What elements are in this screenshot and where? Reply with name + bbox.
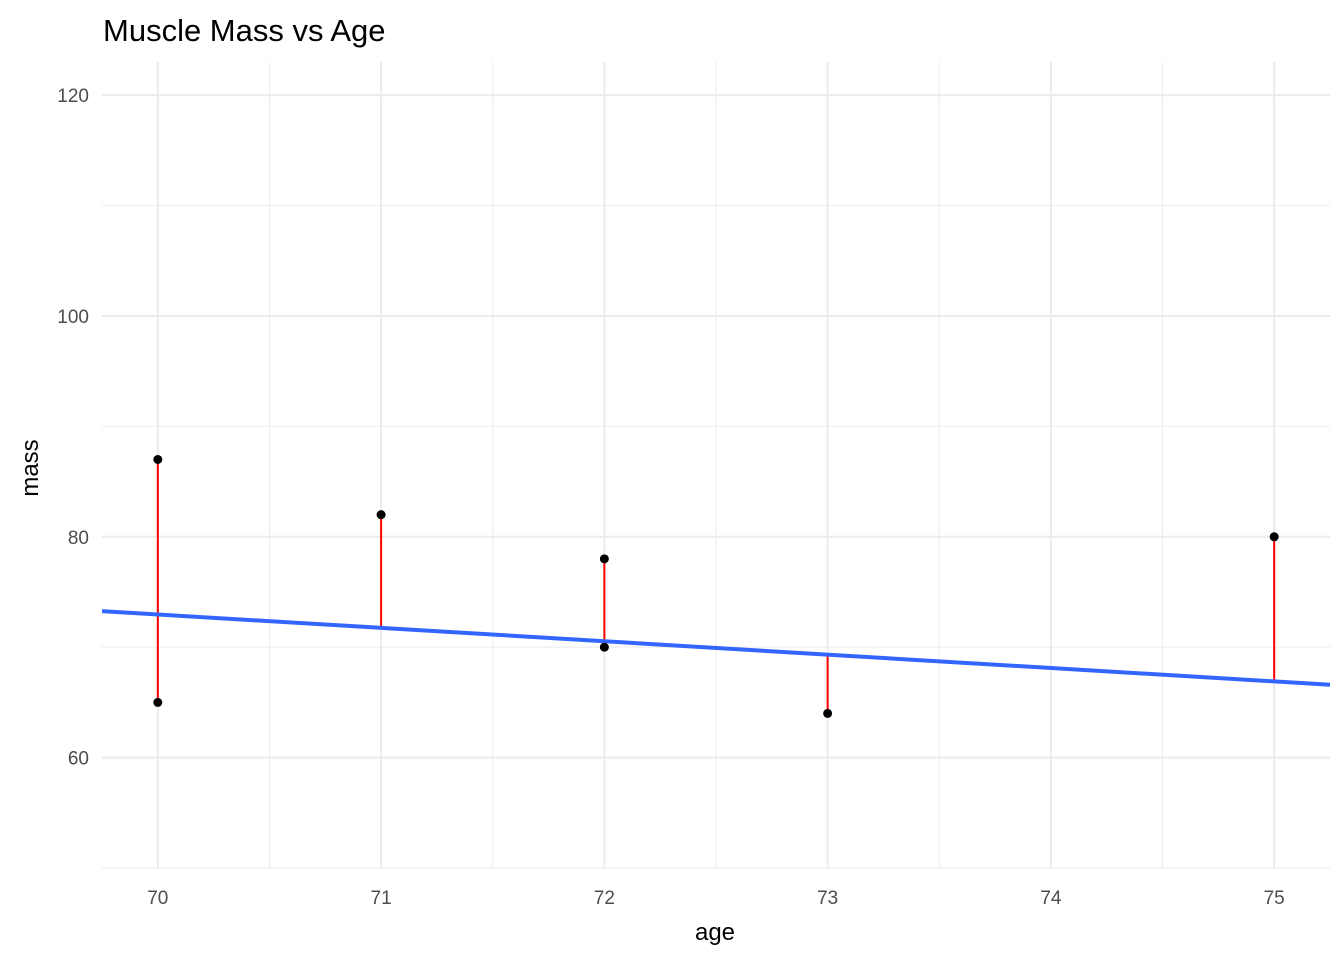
residual-segments bbox=[156, 459, 1276, 714]
x-tick-label: 74 bbox=[1040, 888, 1062, 909]
fit-line bbox=[101, 609, 1331, 687]
y-axis-ticks: 60 80 100 120 bbox=[57, 86, 89, 769]
data-point bbox=[599, 642, 609, 652]
y-tick-label: 120 bbox=[57, 86, 89, 107]
x-tick-label: 70 bbox=[147, 888, 168, 909]
x-tick-label: 73 bbox=[817, 888, 838, 909]
data-point bbox=[376, 510, 386, 520]
y-tick-label: 80 bbox=[68, 528, 89, 549]
y-axis-title: mass bbox=[17, 439, 44, 496]
x-axis-title: age bbox=[695, 919, 735, 946]
chart-title: Muscle Mass vs Age bbox=[103, 13, 386, 48]
data-point bbox=[153, 454, 163, 464]
data-point bbox=[599, 554, 609, 564]
x-tick-label: 75 bbox=[1264, 888, 1285, 909]
data-point bbox=[153, 697, 163, 707]
major-gridlines bbox=[102, 62, 1330, 868]
x-tick-label: 71 bbox=[371, 888, 392, 909]
data-point bbox=[823, 708, 833, 718]
data-points bbox=[153, 454, 1279, 718]
x-tick-label: 72 bbox=[594, 888, 615, 909]
y-tick-label: 60 bbox=[68, 749, 89, 770]
x-axis-ticks: 70 71 72 73 74 75 bbox=[147, 888, 1285, 909]
data-point bbox=[1269, 532, 1279, 542]
minor-gridlines bbox=[102, 62, 1330, 869]
fit-line-group bbox=[101, 609, 1331, 687]
y-tick-label: 100 bbox=[57, 307, 89, 328]
